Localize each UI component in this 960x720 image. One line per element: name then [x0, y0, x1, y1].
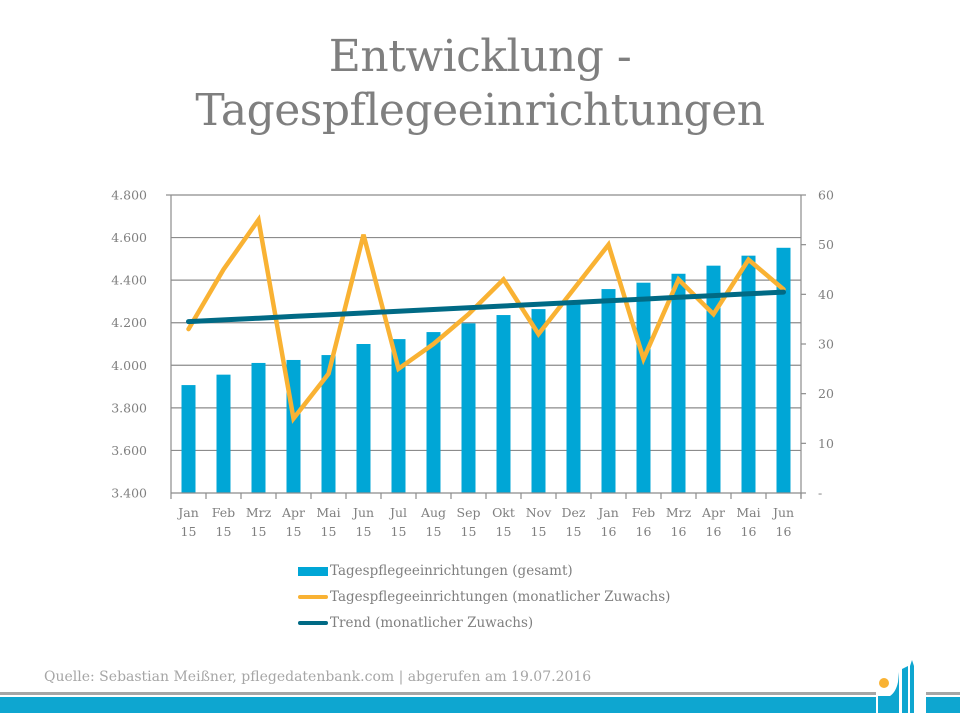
left-axis-tick-label: 4.200	[111, 315, 147, 330]
bar	[391, 339, 406, 493]
bar	[671, 273, 686, 493]
x-axis-tick-label-year: 16	[636, 524, 652, 539]
x-axis-tick-label-month: Jan	[176, 505, 199, 520]
x-axis-tick-label-month: Mai	[316, 505, 340, 520]
right-axis-tick-label: 50	[818, 237, 834, 252]
bar	[461, 323, 476, 493]
x-axis-tick-label-month: Mrz	[666, 505, 692, 520]
bar	[356, 344, 371, 493]
right-axis-tick-label: 60	[818, 188, 834, 203]
legend-swatch-line-orange	[298, 595, 328, 599]
left-axis-tick-label: 4.400	[111, 273, 147, 288]
bar	[321, 355, 336, 493]
x-axis-tick-label-month: Dez	[561, 505, 585, 520]
axes	[166, 194, 806, 499]
line-series	[186, 214, 786, 424]
line-monatlicher-zuwachs	[186, 214, 786, 424]
x-axis-tick-label-year: 16	[601, 524, 617, 539]
legend-label: Tagespflegeeinrichtungen (gesamt)	[330, 563, 573, 579]
chart-title-line-1: Entwicklung -	[328, 31, 632, 82]
x-axis-tick-label-month: Jun	[351, 505, 374, 520]
right-axis-tick-label: -	[818, 486, 822, 501]
left-axis-tick-label: 4.000	[111, 358, 147, 373]
line-trend	[186, 289, 786, 325]
right-axis-tick-label: 40	[818, 287, 834, 302]
source-citation: Quelle: Sebastian Meißner, pflegedatenba…	[44, 669, 592, 685]
x-axis-tick-label-year: 15	[321, 524, 337, 539]
x-axis-tick-label-year: 15	[531, 524, 547, 539]
footer-band	[0, 697, 960, 713]
bar-series-gesamt	[181, 247, 791, 493]
legend: Tagespflegeeinrichtungen (gesamt) Tagesp…	[298, 558, 670, 636]
x-axis-tick-label-month: Apr	[701, 505, 725, 520]
x-axis-tick-label-year: 15	[251, 524, 267, 539]
x-axis-tick-label-year: 15	[216, 524, 232, 539]
legend-swatch-bar	[298, 566, 328, 576]
bar	[741, 255, 756, 493]
left-axis-tick-label: 4.600	[111, 230, 147, 245]
combo-chart: 3.400 3.600 3.800 4.000 4.200 4.400 4.600 4.800…	[111, 188, 834, 540]
bar	[776, 247, 791, 493]
bar	[496, 315, 511, 493]
chart-title: Entwicklung - Tagespflegeeinrichtungen	[0, 30, 960, 138]
x-axis-tick-label-month: Feb	[632, 505, 655, 520]
pflegedatenbank-logo-icon	[876, 660, 926, 720]
x-axis-tick-label-month: Jan	[596, 505, 619, 520]
x-axis-tick-label-month: Jul	[388, 505, 407, 520]
x-axis-tick-label-year: 15	[286, 524, 302, 539]
left-axis-tick-label: 3.800	[111, 400, 147, 415]
footer-divider	[0, 692, 960, 695]
right-axis-tick-label: 30	[818, 337, 834, 352]
legend-label: Tagespflegeeinrichtungen (monatlicher Zu…	[330, 589, 671, 605]
legend-label: Trend (monatlicher Zuwachs)	[330, 615, 534, 631]
bar	[706, 265, 721, 493]
legend-item-trend: Trend (monatlicher Zuwachs)	[298, 610, 670, 636]
x-axis-tick-label-year: 16	[706, 524, 722, 539]
right-axis-tick-label: 20	[818, 386, 834, 401]
x-axis-tick-label-month: Nov	[526, 505, 552, 520]
x-axis-tick-label-year: 16	[776, 524, 792, 539]
bar	[601, 289, 616, 493]
legend-item-monatlicher-zuwachs: Tagespflegeeinrichtungen (monatlicher Zu…	[298, 584, 670, 610]
x-axis-tick-label-year: 15	[496, 524, 512, 539]
left-axis-tick-label: 4.800	[111, 188, 147, 203]
x-axis-tick-label-month: Mai	[736, 505, 760, 520]
x-axis-tick-label-year: 16	[741, 524, 757, 539]
x-axis-tick-label-year: 15	[356, 524, 372, 539]
x-axis-tick-label-month: Mrz	[246, 505, 272, 520]
x-axis-tick-label-year: 15	[461, 524, 477, 539]
bar	[566, 303, 581, 493]
chart-title-line-2: Tagespflegeeinrichtungen	[195, 85, 765, 136]
x-axis-tick-label-month: Okt	[492, 505, 515, 520]
bar	[636, 282, 651, 493]
x-axis-tick-label-year: 15	[181, 524, 197, 539]
bar	[251, 362, 266, 493]
left-axis-tick-label: 3.400	[111, 486, 147, 501]
x-axis-tick-label-month: Feb	[212, 505, 235, 520]
bar	[426, 332, 441, 493]
right-axis-tick-label: 10	[818, 436, 834, 451]
x-axis-tick-label-year: 16	[671, 524, 687, 539]
x-axis-tick-label-month: Jun	[771, 505, 794, 520]
tick-labels: 3.400 3.600 3.800 4.000 4.200 4.400 4.600 4.800…	[111, 188, 834, 540]
x-axis-tick-label-month: Aug	[420, 505, 446, 520]
legend-swatch-line-teal	[298, 621, 328, 625]
gridlines	[171, 194, 801, 452]
x-axis-tick-label-year: 15	[426, 524, 442, 539]
left-axis-tick-label: 3.600	[111, 443, 147, 458]
bar	[216, 374, 231, 493]
x-axis-tick-label-year: 15	[391, 524, 407, 539]
bar	[181, 385, 196, 493]
x-axis-tick-label-month: Sep	[457, 505, 481, 520]
legend-item-gesamt: Tagespflegeeinrichtungen (gesamt)	[298, 558, 670, 584]
x-axis-tick-label-year: 15	[566, 524, 582, 539]
x-axis-tick-label-month: Apr	[281, 505, 305, 520]
bar	[531, 309, 546, 493]
